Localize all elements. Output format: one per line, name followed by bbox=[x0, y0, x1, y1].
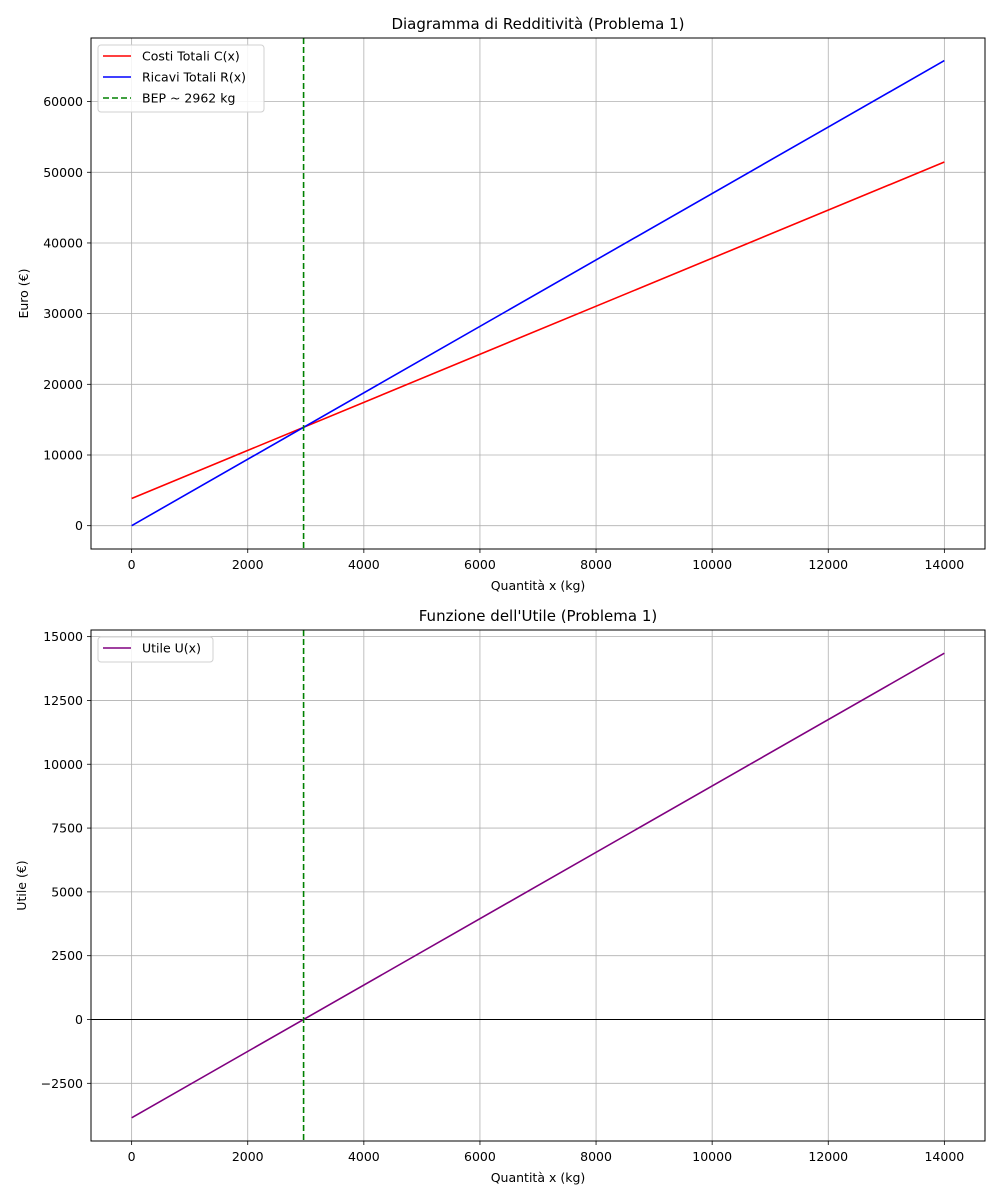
y-tick-label: 12500 bbox=[43, 693, 83, 708]
x-axis-label: Quantità x (kg) bbox=[491, 1170, 586, 1185]
y-tick-label: 5000 bbox=[51, 884, 83, 899]
x-tick-label: 8000 bbox=[580, 557, 612, 572]
y-tick-label: 10000 bbox=[43, 757, 83, 772]
legend-label: Utile U(x) bbox=[142, 641, 201, 656]
x-tick-label: 2000 bbox=[232, 557, 264, 572]
y-tick-label: 40000 bbox=[43, 235, 83, 250]
y-tick-label: 20000 bbox=[43, 377, 83, 392]
y-tick-label: 15000 bbox=[43, 629, 83, 644]
x-tick-label: 2000 bbox=[232, 1149, 264, 1164]
x-tick-label: 10000 bbox=[692, 557, 732, 572]
chart-title: Funzione dell'Utile (Problema 1) bbox=[419, 607, 657, 625]
legend: Costi Totali C(x) Ricavi Totali R(x) BEP ~… bbox=[97, 44, 265, 113]
x-tick-label: 4000 bbox=[348, 557, 380, 572]
chart-title: Diagramma di Redditività (Problema 1) bbox=[391, 15, 684, 33]
x-axis-label: Quantità x (kg) bbox=[491, 578, 586, 593]
grid bbox=[91, 38, 985, 549]
y-tick-label: −2500 bbox=[41, 1076, 83, 1091]
x-tick-label: 12000 bbox=[808, 557, 848, 572]
x-tick-label: 6000 bbox=[464, 557, 496, 572]
y-tick-label: 10000 bbox=[43, 447, 83, 462]
legend-label: BEP ~ 2962 kg bbox=[142, 91, 235, 106]
legend: Utile U(x) bbox=[97, 636, 214, 663]
series-line bbox=[131, 59, 945, 527]
y-axis-label: Utile (€) bbox=[14, 860, 29, 910]
x-tick-label: 14000 bbox=[924, 557, 964, 572]
y-tick-label: 60000 bbox=[43, 94, 83, 109]
y-tick-label: 0 bbox=[75, 518, 83, 533]
y-axis-label: Euro (€) bbox=[16, 268, 31, 318]
legend-label: Ricavi Totali R(x) bbox=[142, 70, 246, 85]
y-tick-label: 7500 bbox=[51, 821, 83, 836]
chart-2: 0 2000 4000 6000 8000 10000 12000 14000 −2500 0 25… bbox=[14, 607, 986, 1185]
legend-label: Costi Totali C(x) bbox=[142, 49, 240, 64]
x-tick-label: 14000 bbox=[924, 1149, 964, 1164]
x-tick-label: 0 bbox=[128, 1149, 136, 1164]
series-line bbox=[131, 652, 945, 1119]
x-tick-label: 8000 bbox=[580, 1149, 612, 1164]
x-tick-label: 12000 bbox=[808, 1149, 848, 1164]
y-tick-label: 50000 bbox=[43, 165, 83, 180]
y-tick-label: 0 bbox=[75, 1012, 83, 1027]
chart-1: 0 2000 4000 6000 8000 10000 12000 14000 0 10000 20… bbox=[16, 15, 986, 593]
plot-frame bbox=[90, 37, 986, 550]
x-tick-label: 10000 bbox=[692, 1149, 732, 1164]
x-tick-label: 0 bbox=[128, 557, 136, 572]
y-tick-label: 30000 bbox=[43, 306, 83, 321]
y-tick-label: 2500 bbox=[51, 948, 83, 963]
series-line bbox=[131, 161, 945, 500]
plot-frame bbox=[90, 629, 986, 1142]
x-tick-label: 6000 bbox=[464, 1149, 496, 1164]
x-tick-label: 4000 bbox=[348, 1149, 380, 1164]
